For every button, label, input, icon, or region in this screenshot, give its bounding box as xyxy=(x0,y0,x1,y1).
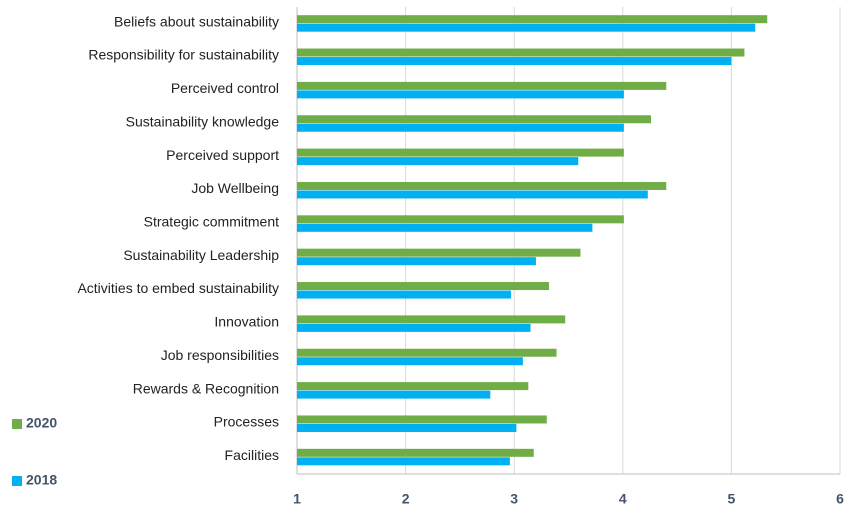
y-tick-label: Activities to embed sustainability xyxy=(77,280,279,296)
legend-swatch xyxy=(12,419,22,429)
bar xyxy=(297,81,667,90)
bar xyxy=(297,148,624,157)
x-tick-label: 4 xyxy=(619,491,627,507)
x-tick-label: 1 xyxy=(293,491,301,507)
bar xyxy=(297,457,510,466)
y-tick-label: Sustainability Leadership xyxy=(123,247,279,263)
bar xyxy=(297,57,732,66)
bar xyxy=(297,90,624,99)
bar xyxy=(297,357,523,366)
x-tick-label: 2 xyxy=(402,491,410,507)
y-tick-label: Job responsibilities xyxy=(161,347,279,363)
bar xyxy=(297,115,652,124)
bar xyxy=(297,290,511,299)
bar xyxy=(297,315,566,324)
y-tick-label: Sustainability knowledge xyxy=(126,113,280,129)
bar xyxy=(297,415,547,424)
bar xyxy=(297,190,648,199)
x-tick-label: 3 xyxy=(510,491,518,507)
y-tick-label: Innovation xyxy=(214,314,279,330)
bar xyxy=(297,423,517,432)
y-tick-label: Perceived control xyxy=(171,80,279,96)
y-tick-label: Rewards & Recognition xyxy=(133,380,279,396)
y-tick-label: Beliefs about sustainability xyxy=(114,13,279,29)
bar xyxy=(297,48,745,57)
bar xyxy=(297,223,593,232)
y-tick-label: Responsibility for sustainability xyxy=(88,47,279,63)
bar xyxy=(297,157,579,166)
bar xyxy=(297,215,624,224)
y-tick-label: Processes xyxy=(214,414,279,430)
legend-label: 2020 xyxy=(26,415,57,431)
y-tick-label: Perceived support xyxy=(166,147,279,163)
bar xyxy=(297,248,581,257)
x-tick-label: 5 xyxy=(728,491,736,507)
bar xyxy=(297,390,491,399)
x-tick-label: 6 xyxy=(836,491,844,507)
y-tick-label: Strategic commitment xyxy=(144,214,279,230)
legend-swatch xyxy=(12,476,22,486)
bar xyxy=(297,323,531,332)
bar xyxy=(297,382,529,391)
legend-label: 2018 xyxy=(26,472,57,488)
bar xyxy=(297,181,667,190)
bar xyxy=(297,23,756,32)
bar xyxy=(297,348,557,357)
y-tick-label: Job Wellbeing xyxy=(191,180,279,196)
bar xyxy=(297,123,624,132)
bar xyxy=(297,257,536,266)
bar xyxy=(297,448,534,457)
bar xyxy=(297,282,549,291)
bar xyxy=(297,15,768,24)
y-tick-label: Facilities xyxy=(225,447,279,463)
